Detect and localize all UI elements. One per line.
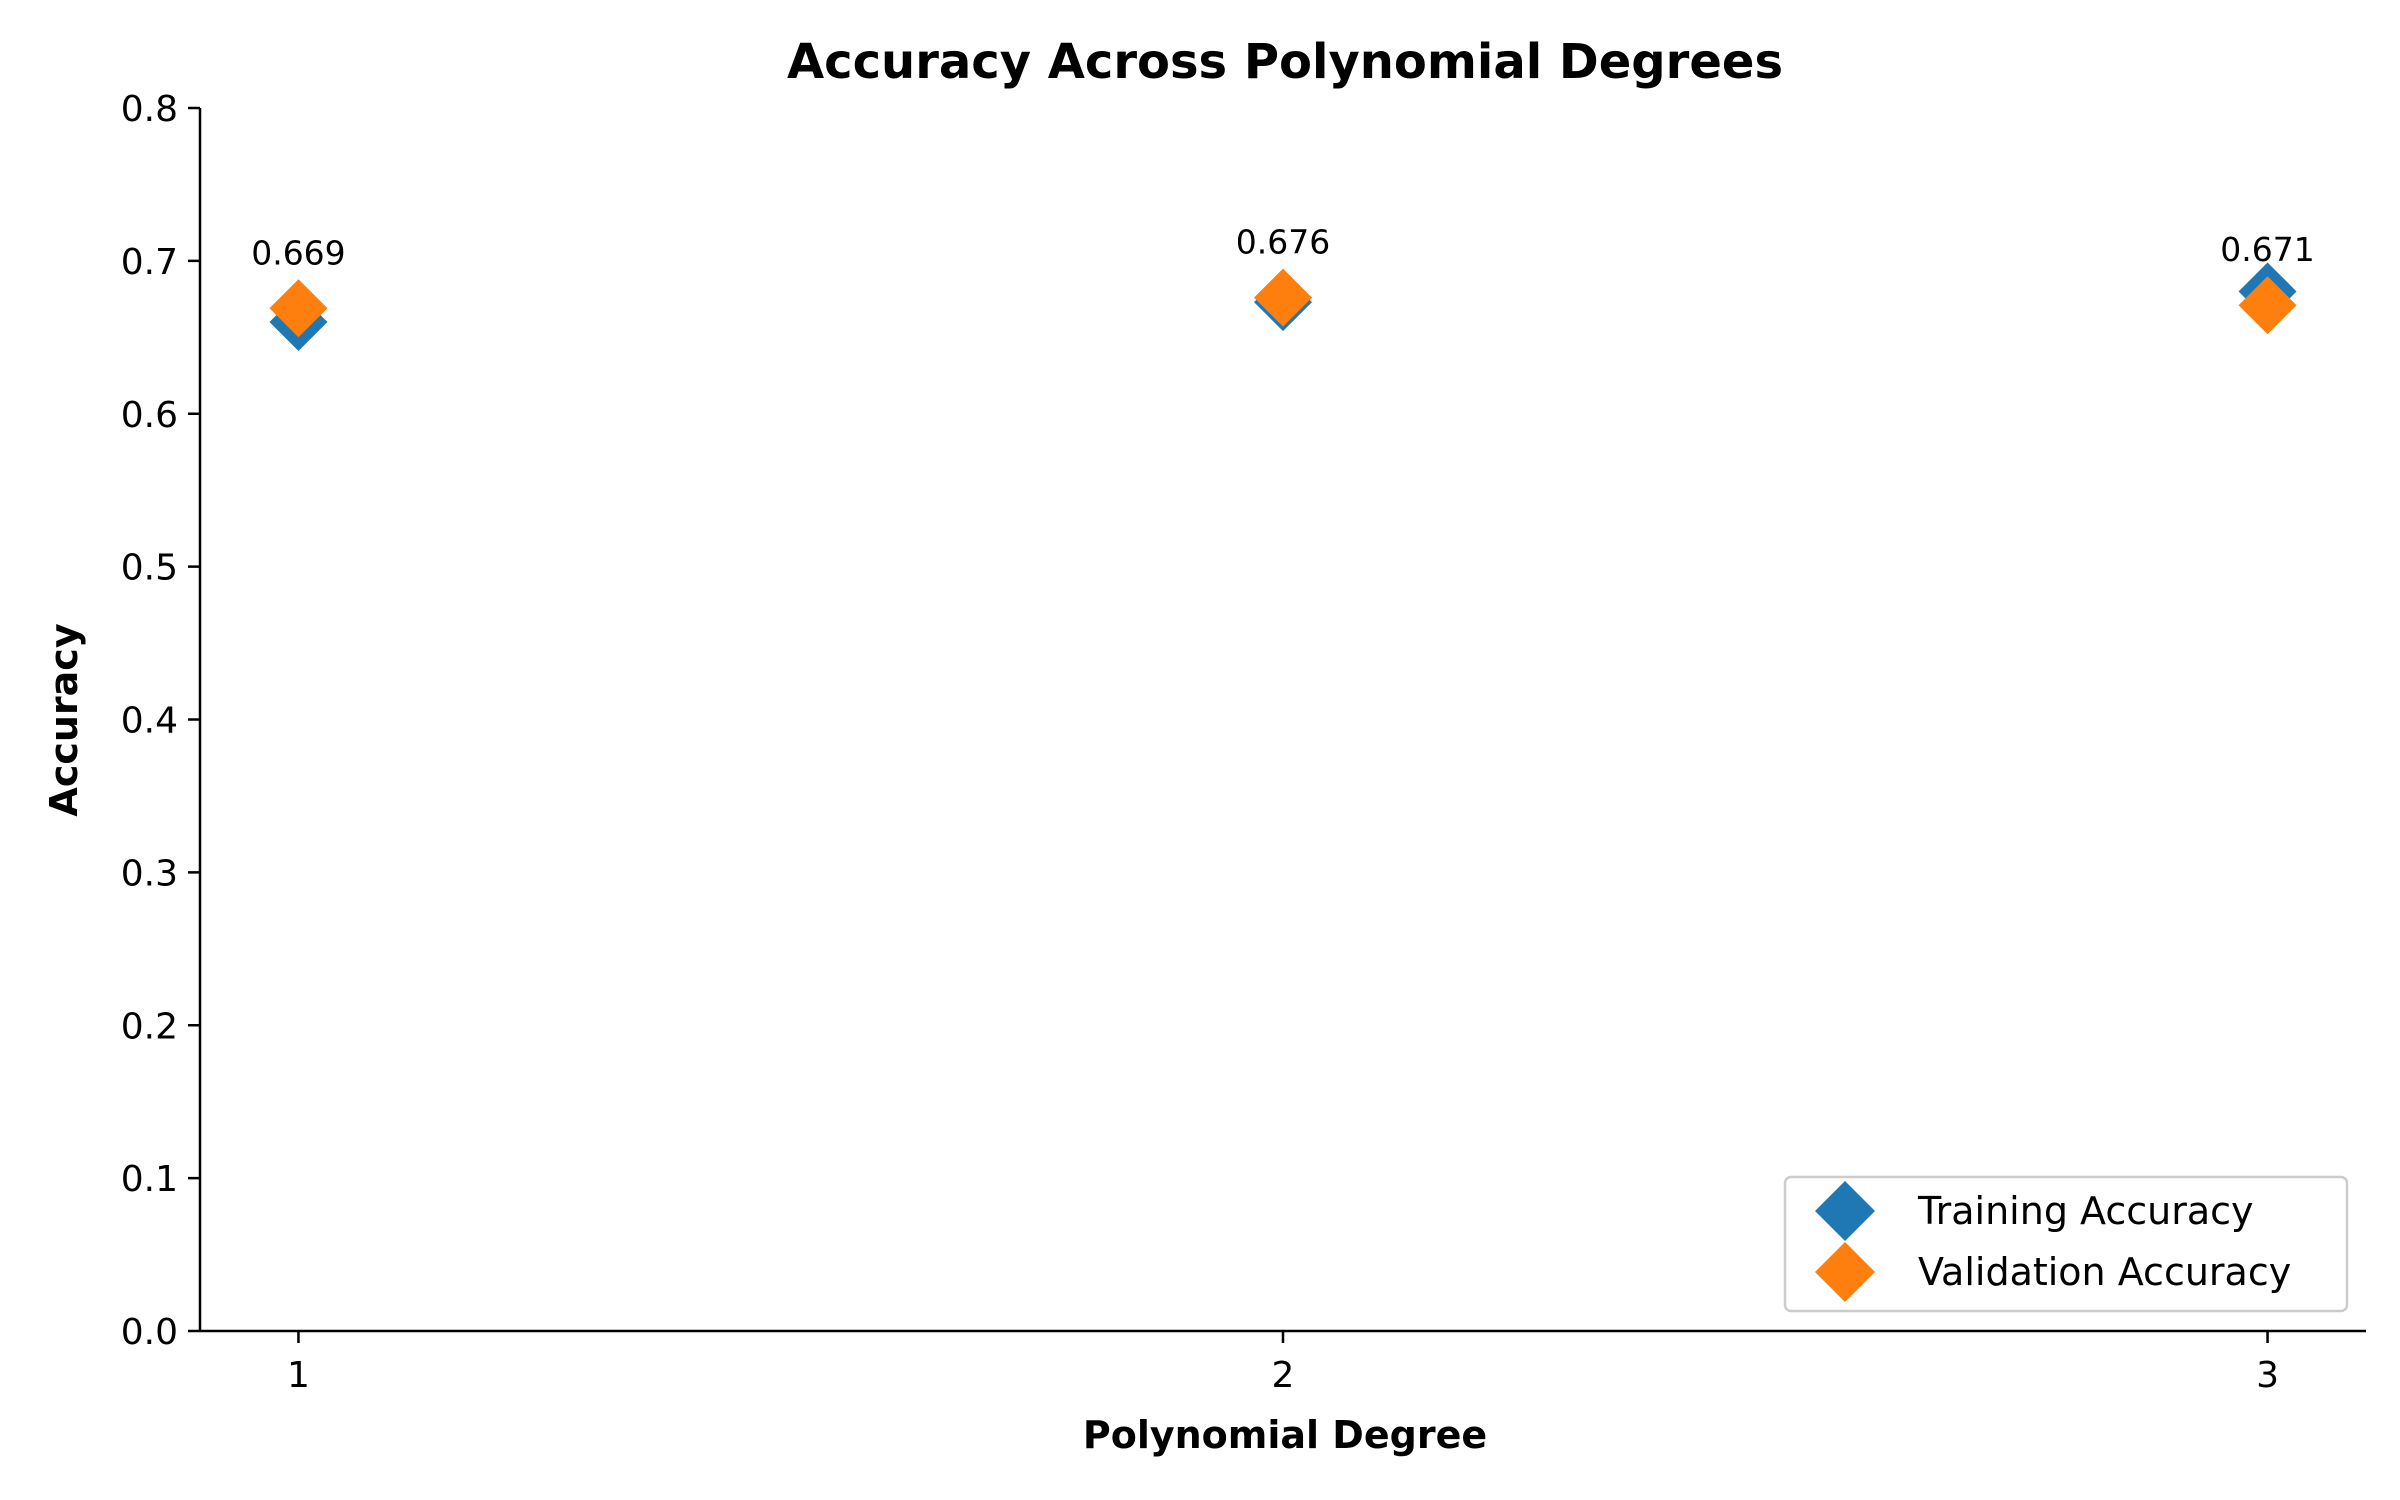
- y-tick-label: 0.2: [121, 1006, 178, 1047]
- plot-area: 0.0 0.1 0.2 0.3 0.4 0.5 0.6 0.7 0.8 1 2 3 0.669 0.676…: [121, 89, 2366, 1396]
- legend-validation-marker: [1815, 1242, 1875, 1302]
- legend-training-label: Training Accuracy: [1917, 1189, 2254, 1233]
- legend-validation-label: Validation Accuracy: [1918, 1250, 2291, 1294]
- x-axis-label: Polynomial Degree: [1083, 1413, 1487, 1457]
- validation-accuracy-point: [2238, 276, 2297, 335]
- data-label: 0.676: [1236, 223, 1330, 262]
- y-tick-label: 0.7: [121, 242, 178, 283]
- y-axis-label: Accuracy: [42, 623, 86, 816]
- y-tick-label: 0.5: [121, 548, 178, 589]
- legend-training-marker: [1815, 1181, 1875, 1241]
- x-tick-label: 3: [2256, 1355, 2279, 1396]
- y-tick-label: 0.6: [121, 395, 178, 436]
- y-tick-label: 0.3: [121, 853, 178, 894]
- y-tick-label: 0.8: [121, 89, 178, 130]
- legend: Training Accuracy Validation Accuracy: [1783, 1175, 2349, 1313]
- validation-accuracy-point: [1254, 268, 1312, 327]
- y-tick-label: 0.4: [121, 701, 178, 742]
- legend-frame: [1783, 1175, 2349, 1313]
- y-tick-label: 0.1: [121, 1159, 178, 1200]
- data-label: 0.669: [251, 233, 345, 272]
- data-label: 0.671: [2220, 230, 2314, 269]
- validation-accuracy-point: [269, 279, 328, 338]
- y-tick-label: 0.0: [121, 1312, 178, 1353]
- chart-title: Accuracy Across Polynomial Degrees: [787, 34, 1783, 90]
- x-tick-label: 1: [287, 1355, 310, 1396]
- x-tick-label: 2: [1272, 1355, 1295, 1396]
